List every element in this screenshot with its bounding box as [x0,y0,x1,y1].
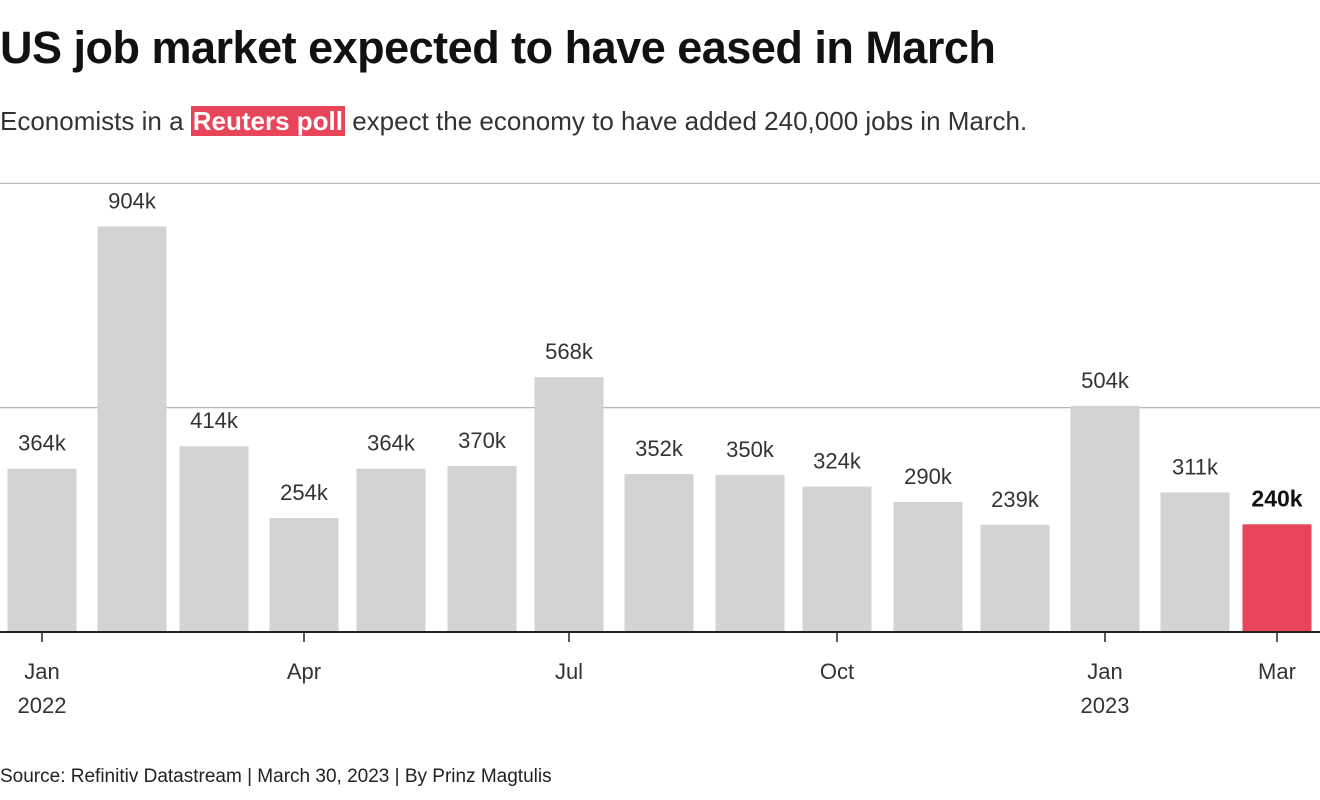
bar [980,524,1050,632]
bar [534,377,604,632]
bar-value-label: 904k [108,188,157,213]
bar [179,446,249,632]
bar-value-label: 239k [991,487,1040,512]
bar [715,474,785,632]
bar-value-label: 504k [1081,368,1130,393]
x-tick-label: Jan [1087,659,1122,684]
bar-value-label: 568k [545,339,594,364]
bar [1160,492,1230,632]
bar-value-label: 254k [280,480,329,505]
bar [269,518,339,632]
source-note: Source: Refinitiv Datastream | March 30,… [0,766,552,787]
bar-chart: 364k 904k 414k 254k 364k 370k 568k 352k 350k 324k… [0,182,1320,718]
subtitle-highlight: Reuters poll [190,106,345,136]
bar [97,226,167,633]
bar [1242,524,1312,632]
subtitle-text-before: Economists in a [0,106,191,136]
bar [7,468,77,632]
x-tick-label: Jul [555,659,583,684]
bar-value-label: 364k [18,431,67,456]
bar-value-label: 370k [458,428,507,453]
x-tick-label: Mar [1258,659,1296,684]
x-tick-label: Jan [24,659,59,684]
bar-value-label: 350k [726,437,775,462]
chart-title: US job market expected to have eased in … [0,22,996,73]
x-tick-label: Apr [287,659,321,684]
x-tick-label: Oct [820,659,854,684]
bar [1070,405,1140,632]
bar [893,501,963,632]
bar-value-label: 364k [367,431,416,456]
chart-subtitle: Economists in a Reuters poll expect the … [0,106,1027,137]
bar [624,474,694,632]
bar [802,486,872,632]
bar-value-label: 311k [1172,454,1219,479]
bar-value-label: 240k [1251,485,1302,511]
subtitle-text-after: expect the economy to have added 240,000… [345,106,1028,136]
x-tick-year-label: 2022 [18,693,67,718]
x-tick-year-label: 2023 [1081,693,1130,718]
bar-value-label: 324k [813,449,862,474]
bar-value-label: 352k [635,436,684,461]
bar [356,468,426,632]
bar-value-label: 414k [190,408,239,433]
bar [447,465,517,632]
bar-value-label: 290k [904,464,953,489]
